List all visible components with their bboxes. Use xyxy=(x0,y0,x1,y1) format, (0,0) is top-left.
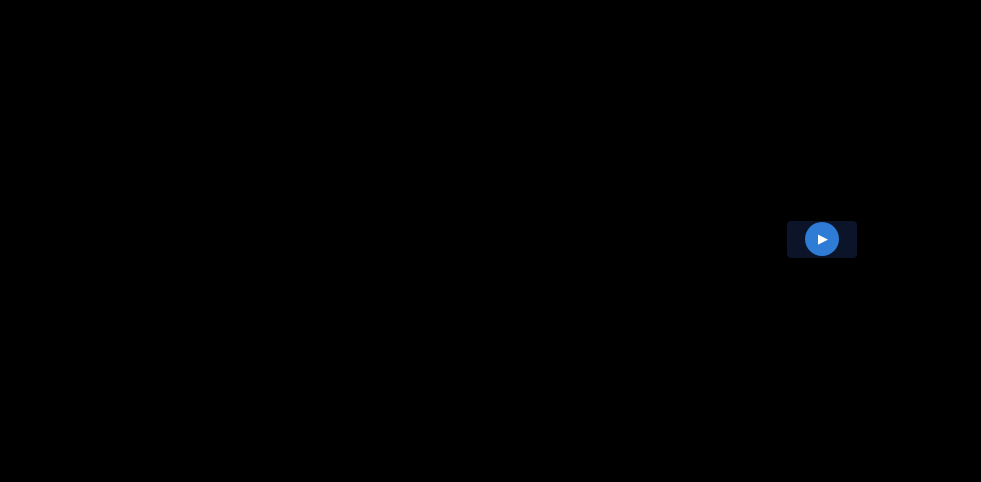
indicator-legend xyxy=(35,41,40,53)
symbol-legend xyxy=(35,15,86,29)
macd-legend xyxy=(35,316,40,328)
play-icon: ▶ xyxy=(818,231,828,246)
video-overlay[interactable]: ▶ xyxy=(787,221,857,258)
video-play-button[interactable]: ▶ xyxy=(805,222,839,256)
